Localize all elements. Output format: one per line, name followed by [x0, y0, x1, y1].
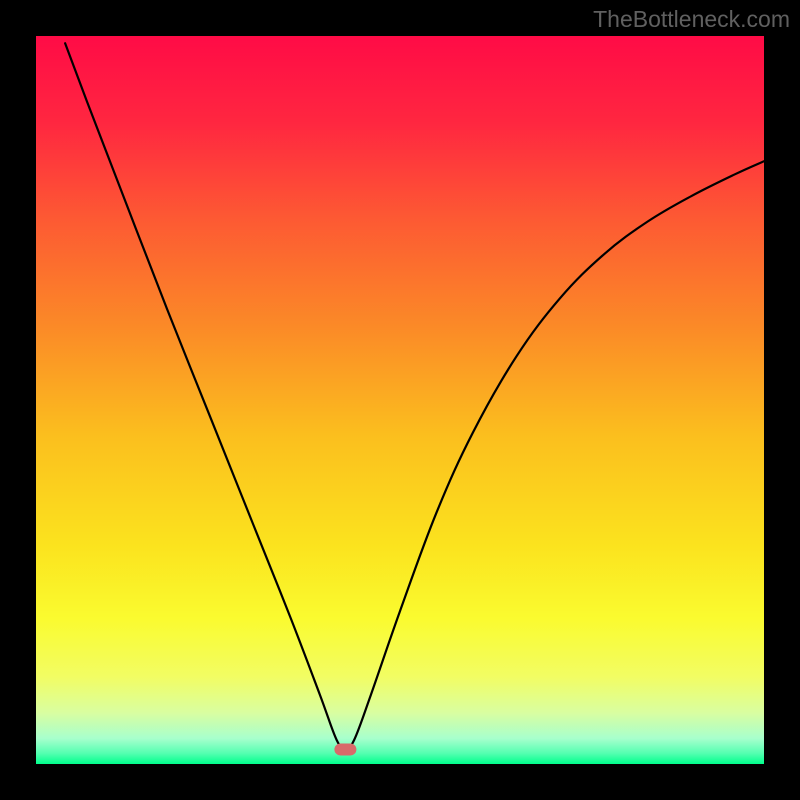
watermark-text: TheBottleneck.com [593, 6, 790, 33]
bottleneck-chart [36, 36, 764, 764]
plot-background [36, 36, 764, 764]
chart-frame: TheBottleneck.com [0, 0, 800, 800]
optimal-marker [334, 743, 356, 755]
